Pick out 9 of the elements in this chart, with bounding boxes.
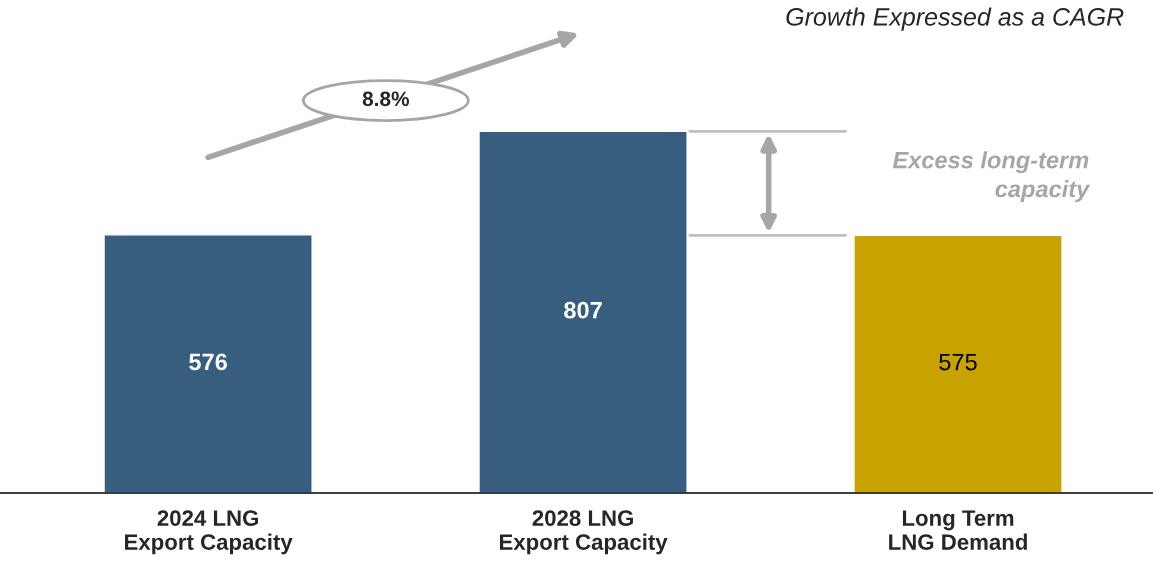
text: 8.8% [362, 91, 410, 107]
x-tick-label: Long Term LNG Demand [889, 510, 1027, 550]
text: Growth Expressed as a CAGR [786, 7, 1124, 31]
data-label: 575 [939, 354, 977, 371]
annotation: Excess long-term capacity [892, 151, 1091, 202]
x-tick-label: 2028 LNG Export Capacity [499, 510, 668, 555]
x-tick-label: 2024 LNG Export Capacity [125, 510, 293, 555]
data-label: 576 [189, 353, 227, 371]
data-label: 807 [564, 301, 602, 319]
